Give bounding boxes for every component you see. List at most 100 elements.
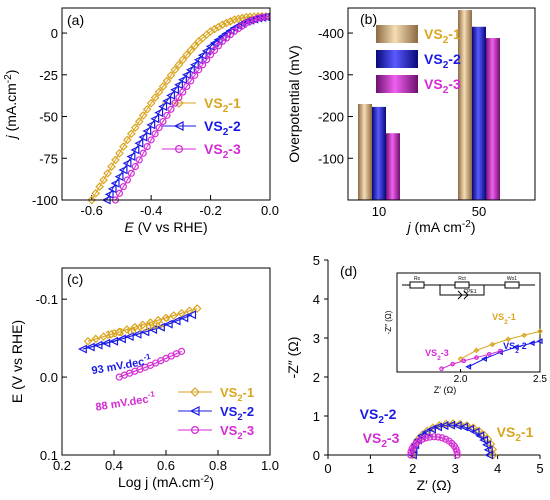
- panel-c-slope-annotation-part: 103 mV.dec: [105, 318, 166, 342]
- panel-a-point: [119, 142, 128, 151]
- panel-a-point: [123, 176, 131, 184]
- panel-c-point: [169, 311, 179, 320]
- inset-series-label-part: VS: [503, 341, 515, 351]
- panel-a-point: [170, 85, 180, 95]
- panel-c-point: [171, 316, 181, 326]
- panel-a-legend-label: VS2-2: [204, 118, 241, 138]
- panel-a-ytick-label: -100: [32, 193, 58, 208]
- panel-c-slope-annotation-part: -1: [162, 313, 171, 323]
- panel-b-frame: [347, 7, 536, 201]
- inset-series-label: VS2-2: [503, 341, 527, 355]
- panel-a-point: [159, 117, 167, 126]
- panel-c-legend-label-part: -2: [243, 404, 255, 419]
- panel-d-ylabel: -Z″ (Ω): [285, 337, 301, 379]
- inset-point: [450, 361, 455, 367]
- panel-b-legend-label-part: VS: [424, 76, 443, 92]
- panel-b-legend-label-part: 2: [443, 35, 449, 46]
- panel-a-point: [193, 55, 203, 65]
- inset-series-line: [468, 340, 541, 368]
- panel-b-tag: (b): [360, 11, 377, 27]
- panel-a-ylabel-part: (mA.cm: [3, 83, 19, 135]
- panel-a-point: [190, 41, 200, 51]
- panel-c-point: [114, 327, 124, 337]
- panel-b-legend-swatch: [376, 75, 418, 93]
- panel-c-xlabel: Log j (mA.cm-2): [118, 474, 214, 490]
- panel-a-xlabel-part: E: [124, 219, 134, 235]
- panel-a-xlabel-part: (V vs RHE): [134, 219, 208, 235]
- panel-b-bar: [372, 106, 386, 200]
- inset-point: [473, 347, 480, 354]
- inset-series-label-part: VS: [492, 312, 504, 322]
- panel-a-point: [162, 76, 172, 86]
- panel-a-tag: (a): [67, 12, 84, 28]
- panel-a-point: [199, 61, 207, 69]
- panel-c-xtick-label: 0.6: [157, 458, 175, 473]
- panel-b-xlabel: j (mA cm-2): [405, 219, 475, 235]
- panel-a-point: [197, 50, 207, 60]
- panel-b-ytick-label: -200: [318, 110, 344, 125]
- panel-a-point: [150, 93, 160, 102]
- inset-circuit-wo: [504, 281, 520, 289]
- panel-a-point: [150, 114, 160, 124]
- panel-a-point: [115, 189, 124, 197]
- inset-point: [486, 351, 492, 357]
- panel-a-frame: [61, 7, 271, 201]
- panel-c-point: [83, 336, 93, 346]
- panel-d-point: [465, 424, 475, 434]
- panel-c-point: [91, 334, 101, 344]
- panel-a-point: [115, 148, 124, 158]
- panel-a-ytick-label: -75: [39, 151, 58, 166]
- panel-d-xtick-label: 5: [536, 461, 543, 476]
- panel-b-category-label: 50: [472, 204, 486, 219]
- panel-c-point: [116, 334, 126, 344]
- panel-a-point: [229, 15, 239, 25]
- inset-circuit-label: CPE1: [463, 289, 476, 295]
- panel-a-point: [130, 123, 140, 133]
- panel-b-legend-swatch: [376, 25, 418, 43]
- panel-a-point: [254, 14, 262, 22]
- panel-d-xtick-label: 1: [367, 461, 374, 476]
- panel-c-ytick-label: -0.1: [36, 292, 58, 307]
- panel-b-legend-label: VS2-1: [424, 26, 461, 46]
- panel-d-inset-frame: [396, 272, 541, 373]
- panel-a-point: [183, 82, 191, 91]
- inset-point: [536, 338, 543, 345]
- panel-b-legend-label-part: VS: [424, 26, 443, 42]
- panel-a-point: [229, 23, 239, 33]
- panel-a-point: [210, 46, 219, 54]
- panel-a-xlabel: E (V vs RHE): [124, 219, 207, 235]
- inset-point: [481, 355, 487, 362]
- panel-a-point: [127, 169, 135, 177]
- panel-c-legend-marker: [191, 426, 200, 435]
- panel-a-point: [206, 51, 215, 59]
- panel-c-tag: (c): [67, 271, 83, 287]
- panel-a-point: [226, 17, 235, 26]
- panel-c-legend-label-part: VS: [220, 423, 238, 438]
- panel-a-point: [151, 130, 159, 138]
- panel-b: (b) -100 -200 -300 -400 Overpotential (mV) 10 5…: [286, 10, 500, 235]
- panel-b-ytick-label: -400: [318, 26, 344, 41]
- panel-a-point: [154, 108, 164, 118]
- panel-a-point: [262, 13, 270, 21]
- panel-c-frame: [61, 267, 271, 456]
- panel-d-xlabel: Z′ (Ω): [417, 477, 452, 493]
- panel-c-point: [109, 336, 119, 346]
- panel-a-series-line: [91, 15, 270, 201]
- panel-a-point: [104, 189, 114, 199]
- panel-d-series-label-part: VS: [497, 424, 516, 440]
- panel-d-series-label-part: -1: [521, 424, 534, 440]
- panel-c-point: [153, 315, 163, 325]
- panel-a-point: [201, 46, 211, 56]
- inset-series-label: VS2-1: [492, 312, 516, 326]
- panel-d-point: [416, 431, 426, 441]
- panel-d-point: [481, 440, 491, 450]
- panel-a-point: [250, 16, 258, 24]
- panel-a-point: [185, 65, 195, 75]
- panel-a-point: [154, 87, 164, 97]
- panel-c-legend-marker: [189, 406, 200, 416]
- panel-a-point: [242, 19, 250, 27]
- panel-a-legend-label-part: VS: [204, 118, 223, 134]
- panel-c-legend-label: VS2-3: [220, 423, 254, 441]
- inset-xtick-label: 2.5: [533, 374, 547, 385]
- inset-series-label-part: 2: [515, 348, 519, 355]
